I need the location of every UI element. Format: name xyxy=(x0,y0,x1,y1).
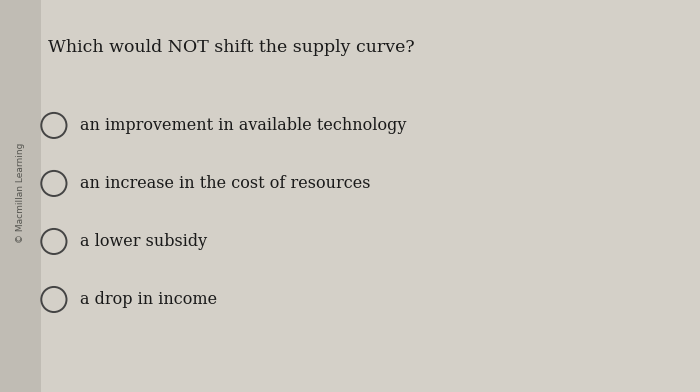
Text: an improvement in available technology: an improvement in available technology xyxy=(80,117,407,134)
Text: Which would NOT shift the supply curve?: Which would NOT shift the supply curve? xyxy=(48,38,414,56)
Bar xyxy=(0,0,41,392)
Text: an increase in the cost of resources: an increase in the cost of resources xyxy=(80,175,371,192)
Text: a lower subsidy: a lower subsidy xyxy=(80,233,208,250)
Text: © Macmillan Learning: © Macmillan Learning xyxy=(16,143,25,243)
Text: a drop in income: a drop in income xyxy=(80,291,218,308)
